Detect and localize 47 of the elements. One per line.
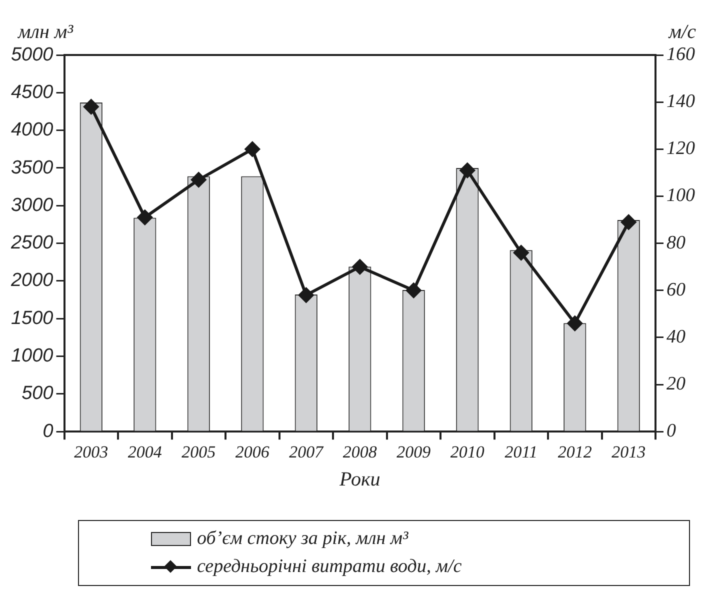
point (84, 99, 99, 114)
x-tick-label: 2004 (128, 442, 162, 462)
y2-tick-label: 80 (666, 232, 686, 254)
y-tick-label: 0 (42, 420, 54, 442)
y-tick-label: 3500 (10, 157, 54, 178)
legend-label: об’єм стоку за рік, млн м³ (197, 528, 408, 550)
y2-tick-label: 0 (666, 420, 676, 442)
point (298, 288, 314, 303)
y2-tick-label: 120 (666, 138, 696, 160)
x-tick-label: 2006 (235, 442, 270, 462)
y-tick-label: 5000 (10, 44, 54, 66)
x-tick-label: 2008 (342, 442, 378, 462)
x-tick-label: 2005 (182, 442, 216, 462)
x-tick-label: 2009 (396, 442, 432, 462)
y2-tick-label: 160 (666, 44, 696, 65)
x-tick-label: 2003 (74, 442, 108, 462)
y-tick-label: 1000 (10, 346, 54, 367)
point (352, 259, 368, 274)
y-tick-label: 2500 (10, 232, 54, 254)
y-tick-label: 1500 (10, 308, 54, 329)
y2-axis-title: м/с (668, 21, 696, 43)
y-tick-label: 4000 (10, 120, 54, 141)
x-axis-title: Роки (338, 468, 380, 490)
point (244, 142, 260, 157)
point (460, 162, 475, 178)
x-tick-label: 2010 (450, 442, 485, 462)
point (191, 172, 206, 188)
y-tick-label: 2000 (10, 270, 54, 292)
point (137, 210, 152, 225)
x-tick-label: 2013 (612, 442, 646, 462)
y-tick-label: 3000 (10, 194, 54, 216)
y2-tick-label: 140 (666, 91, 696, 112)
point (621, 214, 636, 230)
legend-label: середньорічні витрати води, м/с (197, 556, 462, 578)
y2-tick-label: 60 (666, 279, 686, 300)
y-tick-label: 4500 (10, 82, 54, 103)
point (567, 316, 582, 331)
y2-tick-label: 20 (666, 374, 686, 395)
y-tick-label: 500 (22, 383, 54, 404)
y2-tick-label: 100 (666, 185, 696, 206)
x-tick-label: 2011 (504, 442, 538, 462)
point (406, 282, 422, 298)
point (514, 245, 529, 260)
y-axis-title: млн м³ (17, 21, 74, 43)
x-tick-label: 2012 (558, 442, 592, 462)
y2-tick-label: 40 (666, 326, 686, 348)
x-tick-label: 2007 (289, 442, 325, 462)
